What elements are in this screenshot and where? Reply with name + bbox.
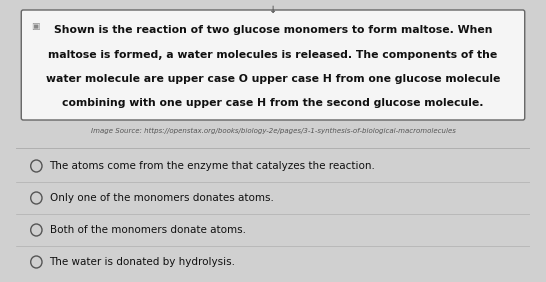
Text: ↓: ↓ bbox=[269, 5, 277, 15]
Text: The water is donated by hydrolysis.: The water is donated by hydrolysis. bbox=[50, 257, 235, 267]
Text: The atoms come from the enzyme that catalyzes the reaction.: The atoms come from the enzyme that cata… bbox=[50, 161, 376, 171]
Text: Shown is the reaction of two glucose monomers to form maltose. When: Shown is the reaction of two glucose mon… bbox=[54, 25, 492, 35]
Text: maltose is formed, a water molecules is released. The components of the: maltose is formed, a water molecules is … bbox=[49, 50, 497, 60]
Text: Both of the monomers donate atoms.: Both of the monomers donate atoms. bbox=[50, 225, 246, 235]
Text: ▣: ▣ bbox=[31, 22, 39, 31]
FancyBboxPatch shape bbox=[21, 10, 525, 120]
Text: combining with one upper case H from the second glucose molecule.: combining with one upper case H from the… bbox=[62, 98, 484, 109]
Text: Image Source: https://openstax.org/books/biology-2e/pages/3-1-synthesis-of-biolo: Image Source: https://openstax.org/books… bbox=[91, 128, 455, 134]
Text: water molecule are upper case O upper case H from one glucose molecule: water molecule are upper case O upper ca… bbox=[46, 74, 500, 84]
Text: Only one of the monomers donates atoms.: Only one of the monomers donates atoms. bbox=[50, 193, 274, 203]
